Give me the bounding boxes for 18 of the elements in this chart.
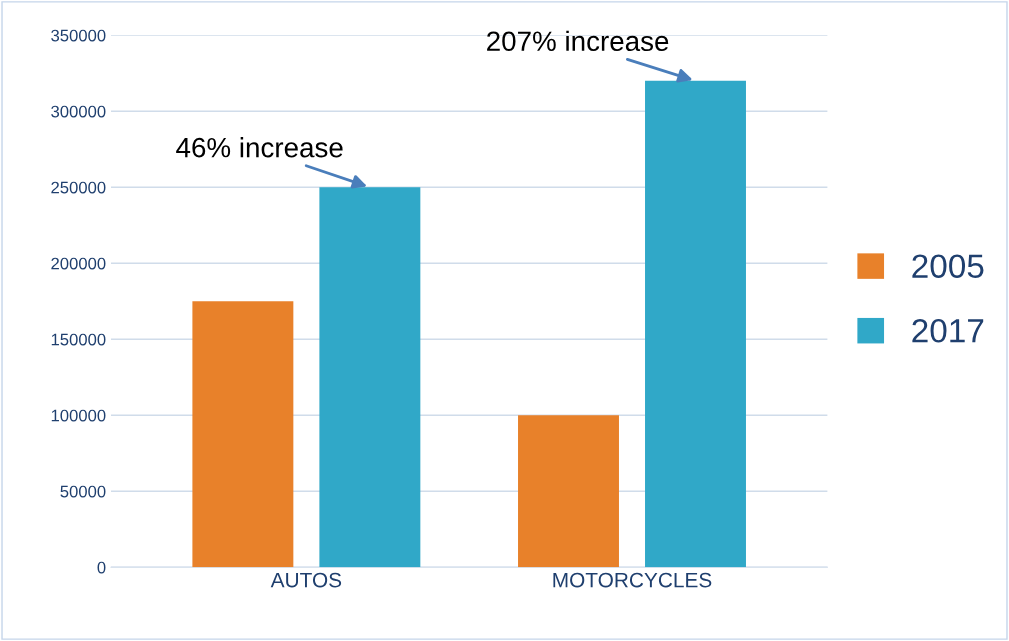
x-tick-label: MOTORCYCLES [553,572,712,588]
annotation: 207% increase [487,30,669,52]
legend-label: 2017 [912,318,984,343]
bar [192,301,294,568]
y-tick-label: 50000 [60,485,106,498]
bar [319,187,421,568]
y-tick-label: 300000 [51,105,106,118]
annotation: 46% increase [176,137,343,158]
x-tick-label: AUTOS [270,572,342,588]
y-tick-label: 0 [97,561,106,574]
bar [645,80,746,568]
y-tick-label: 100000 [51,409,106,422]
bar [518,415,619,568]
y-tick-label: 200000 [51,257,106,270]
y-tick-label: 250000 [51,181,106,194]
legend-label: 2005 [912,254,984,279]
y-tick-label: 150000 [51,333,106,346]
y-tick-label: 350000 [51,29,106,42]
